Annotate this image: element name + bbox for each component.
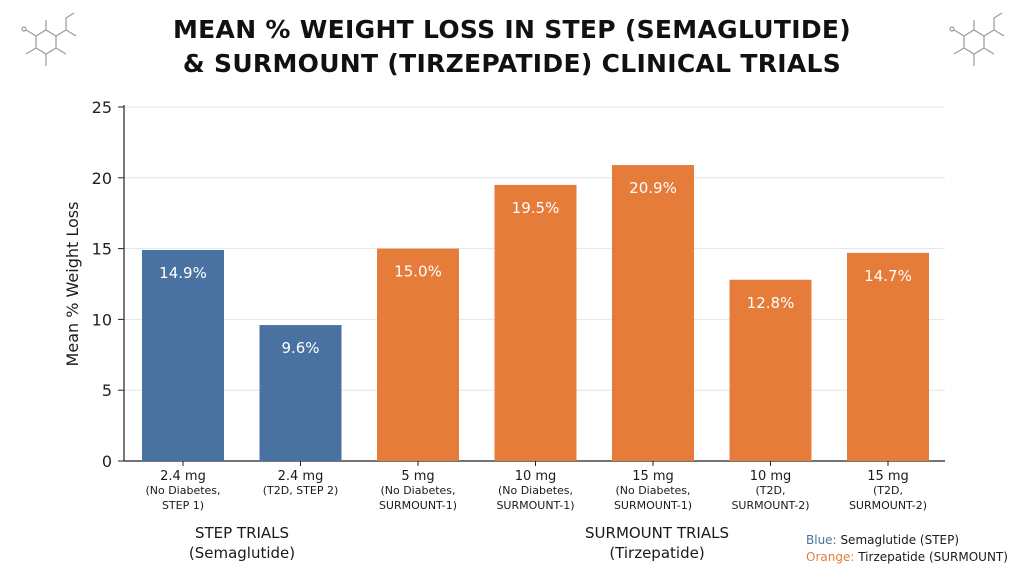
group-label-step-subtitle: (Semaglutide) <box>188 544 296 562</box>
bar-5 <box>729 279 812 461</box>
x-tick-label-2-line-0: 5 mg <box>401 469 434 484</box>
group-label-step: STEP TRIALS (Semaglutide) <box>142 523 342 563</box>
bar-value-label-1: 9.6% <box>281 339 319 357</box>
bar-value-label-3: 19.5% <box>512 199 560 217</box>
x-tick-label-3-line-2: SURMOUNT-1) <box>496 499 574 512</box>
legend-text-semaglutide: Semaglutide (STEP) <box>840 533 960 547</box>
x-tick-label-0-line-0: 2.4 mg <box>160 469 206 484</box>
x-tick-label-5-line-0: 10 mg <box>750 469 792 484</box>
x-tick-label-5-line-1: (T2D, <box>756 484 786 497</box>
bar-value-label-5: 12.8% <box>747 294 795 312</box>
chart-title-line-2: & SURMOUNT (TIRZEPATIDE) CLINICAL TRIALS <box>182 49 842 78</box>
chart-legend: Blue: Semaglutide (STEP) Orange: Tirzepa… <box>806 532 1008 566</box>
molecule-structure-icon-right <box>949 12 1005 66</box>
legend-entry-semaglutide: Blue: Semaglutide (STEP) <box>806 532 1008 549</box>
bar-6 <box>847 252 929 461</box>
x-tick-label-6-line-1: (T2D, <box>873 484 903 497</box>
y-axis-label: Mean % Weight Loss <box>63 202 82 367</box>
bar-0 <box>142 250 224 461</box>
legend-color-word-orange: Orange: <box>806 550 855 564</box>
bar-value-label-6: 14.7% <box>864 267 912 285</box>
x-tick-label-6-line-0: 15 mg <box>867 469 909 484</box>
x-tick-label-1-line-0: 2.4 mg <box>278 469 324 484</box>
legend-text-tirzepatide: Tirzepatide (SURMOUNT) <box>858 550 1008 564</box>
y-tick-label-10: 10 <box>92 310 112 329</box>
x-tick-label-4-line-1: (No Diabetes, <box>615 484 690 497</box>
legend-color-word-blue: Blue: <box>806 533 837 547</box>
y-tick-label-25: 25 <box>92 98 112 117</box>
y-tick-label-15: 15 <box>92 240 112 259</box>
y-tick-label-5: 5 <box>102 381 112 400</box>
group-label-step-title: STEP TRIALS <box>194 524 290 542</box>
x-tick-label-5-line-2: SURMOUNT-2) <box>731 499 809 512</box>
y-tick-label-20: 20 <box>92 169 112 188</box>
legend-entry-tirzepatide: Orange: Tirzepatide (SURMOUNT) <box>806 549 1008 566</box>
x-tick-label-0-line-1: (No Diabetes, <box>145 484 220 497</box>
molecule-structure-icon-left <box>21 12 77 66</box>
x-tick-label-1-line-1: (T2D, STEP 2) <box>263 484 339 497</box>
bar-value-label-0: 14.9% <box>159 264 207 282</box>
x-tick-label-2-line-1: (No Diabetes, <box>380 484 455 497</box>
group-label-surmount-title: SURMOUNT TRIALS <box>585 524 729 542</box>
y-tick-label-0: 0 <box>102 452 112 471</box>
x-tick-label-2-line-2: SURMOUNT-1) <box>379 499 457 512</box>
x-tick-label-6-line-2: SURMOUNT-2) <box>849 499 927 512</box>
x-tick-label-3-line-1: (No Diabetes, <box>498 484 573 497</box>
x-tick-label-4-line-0: 15 mg <box>632 469 674 484</box>
bar-1 <box>259 325 342 461</box>
group-label-surmount: SURMOUNT TRIALS (Tirzepatide) <box>537 523 777 563</box>
bar-2 <box>377 248 459 461</box>
bar-3 <box>494 184 577 461</box>
group-label-surmount-subtitle: (Tirzepatide) <box>609 544 705 562</box>
x-tick-label-0-line-2: STEP 1) <box>162 499 204 512</box>
bar-value-label-4: 20.9% <box>629 179 677 197</box>
chart-title-line-1: MEAN % WEIGHT LOSS IN STEP (SEMAGLUTIDE) <box>172 15 851 44</box>
bar-4 <box>612 165 694 461</box>
x-tick-label-4-line-2: SURMOUNT-1) <box>614 499 692 512</box>
bar-value-label-2: 15.0% <box>394 263 442 281</box>
x-tick-label-3-line-0: 10 mg <box>515 469 557 484</box>
